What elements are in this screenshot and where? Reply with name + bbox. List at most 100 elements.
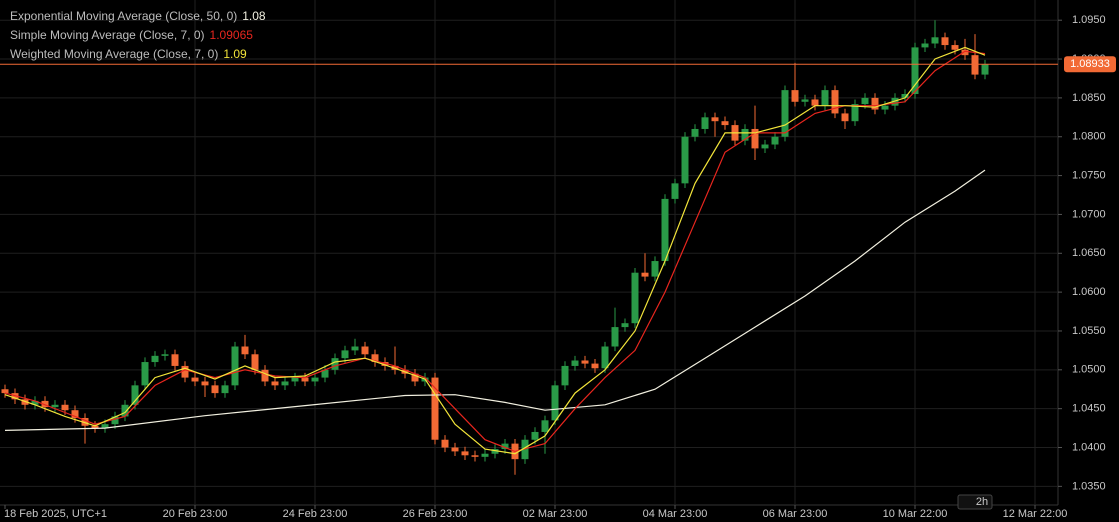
y-tick-label: 1.0550 — [1072, 325, 1106, 337]
candle-body — [121, 404, 129, 417]
candle-body — [351, 346, 359, 351]
overlay: 1.0350 1.0400 1.0450 1.0500 1.0550 1.0600 1.06… — [0, 9, 1116, 520]
candle-body — [661, 198, 669, 262]
candle-body — [591, 363, 599, 369]
x-tick-label: 12 Mar 22:00 — [1003, 508, 1068, 520]
candle-body — [71, 410, 79, 418]
candle-body — [811, 99, 819, 106]
ma-line — [4, 46, 986, 455]
x-tick-label: 10 Mar 22:00 — [883, 508, 948, 520]
y-tick-label: 1.0600 — [1072, 286, 1106, 298]
candle-body — [411, 373, 419, 382]
candle-body — [921, 43, 929, 48]
candle-body — [441, 439, 449, 448]
candle-body — [501, 443, 509, 450]
candle-body — [201, 381, 209, 386]
candle-body — [151, 355, 159, 363]
legend-entry: Weighted Moving Average (Close, 7, 0) 1.0… — [10, 47, 247, 61]
candle-body — [781, 90, 789, 137]
candle-body — [61, 404, 69, 411]
candle-body — [221, 385, 229, 394]
y-tick-label: 1.0800 — [1072, 131, 1106, 143]
candle-body — [241, 346, 249, 355]
candle-body — [841, 113, 849, 122]
candle-body — [181, 365, 189, 378]
candle-body — [311, 377, 319, 382]
ma-line — [4, 50, 986, 453]
candle-body — [931, 37, 939, 44]
candle-body — [801, 99, 809, 102]
candle-body — [331, 358, 339, 370]
candle-body — [431, 377, 439, 440]
candle-body — [461, 451, 469, 456]
candle-body — [141, 362, 149, 386]
legend-value: 1.08 — [242, 9, 266, 23]
y-tick-label: 1.0650 — [1072, 247, 1106, 259]
candle-body — [611, 327, 619, 347]
x-tick-label: 26 Feb 23:00 — [403, 508, 468, 520]
candle-body — [981, 64, 989, 75]
x-tick-label: 24 Feb 23:00 — [283, 508, 348, 520]
candle-body — [471, 455, 479, 457]
y-tick-label: 1.0450 — [1072, 403, 1106, 415]
candle-body — [791, 90, 799, 102]
candle-body — [341, 350, 349, 359]
legend-entry: Simple Moving Average (Close, 7, 0) 1.090… — [10, 28, 253, 42]
x-tick-label: 06 Mar 23:00 — [763, 508, 828, 520]
x-tick-label: 02 Mar 23:00 — [523, 508, 588, 520]
candle-body — [191, 377, 199, 382]
candle-body — [751, 128, 759, 149]
candle-body — [701, 117, 709, 129]
price-label: 1.08933 — [1070, 58, 1110, 70]
candle-body — [101, 424, 109, 429]
legend-value: 1.09 — [223, 47, 247, 61]
candle-body — [111, 416, 119, 425]
candle-body — [571, 360, 579, 366]
candle-body — [681, 136, 689, 184]
y-tick-label: 1.0400 — [1072, 441, 1106, 453]
candle-body — [641, 272, 649, 277]
candle-body — [851, 104, 859, 122]
candle-body — [651, 261, 659, 277]
candle-body — [381, 362, 389, 366]
candle-body — [131, 385, 139, 405]
candle-body — [301, 377, 309, 382]
candle-body — [601, 346, 609, 369]
candle-body — [951, 45, 959, 50]
x-tick-label: 18 Feb 2025, UTC+1 — [4, 508, 107, 520]
candle-body — [281, 381, 289, 386]
candle-body — [861, 97, 869, 105]
candle-body — [871, 97, 879, 110]
y-tick-label: 1.0350 — [1072, 480, 1106, 492]
candle-body — [621, 323, 629, 328]
candle-body — [271, 381, 279, 386]
candle-body — [371, 354, 379, 363]
y-tick-label: 1.0850 — [1072, 92, 1106, 104]
y-tick-label: 1.0950 — [1072, 14, 1106, 26]
candle-body — [741, 128, 749, 141]
candle-body — [901, 94, 909, 98]
candle-body — [261, 369, 269, 382]
candle-body — [481, 453, 489, 457]
interval-badge — [957, 494, 993, 510]
candle-body — [251, 354, 259, 370]
candle-body — [911, 47, 919, 95]
plot — [1, 20, 989, 475]
legend-entry: Exponential Moving Average (Close, 50, 0… — [10, 9, 266, 23]
y-tick-label: 1.0500 — [1072, 364, 1106, 376]
candle-body — [671, 183, 679, 199]
candle-body — [551, 385, 559, 421]
interval-label: 2h — [976, 496, 988, 508]
candle-body — [521, 439, 529, 460]
y-tick-label: 1.0700 — [1072, 208, 1106, 220]
candle-body — [291, 377, 299, 382]
candle-body — [531, 431, 539, 440]
legend-name: Weighted Moving Average (Close, 7, 0) — [10, 47, 218, 61]
candle-body — [561, 365, 569, 386]
candle-body — [541, 420, 549, 432]
x-tick-label: 04 Mar 23:00 — [643, 508, 708, 520]
candle-body — [821, 90, 829, 106]
